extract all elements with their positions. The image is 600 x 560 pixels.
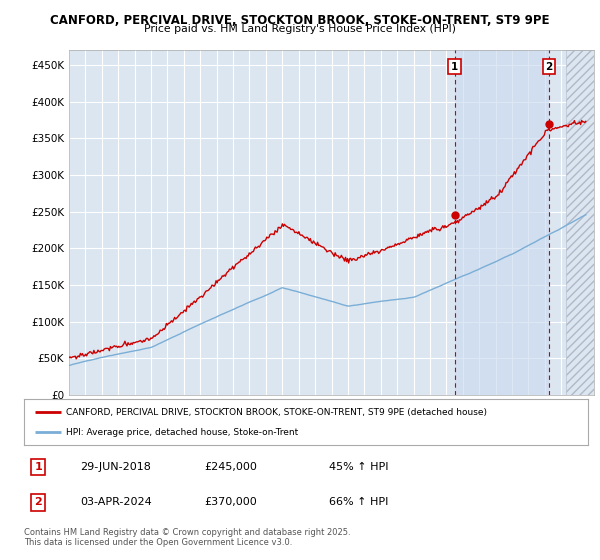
Text: CANFORD, PERCIVAL DRIVE, STOCKTON BROOK, STOKE-ON-TRENT, ST9 9PE: CANFORD, PERCIVAL DRIVE, STOCKTON BROOK,… [50, 14, 550, 27]
Text: Price paid vs. HM Land Registry's House Price Index (HPI): Price paid vs. HM Land Registry's House … [144, 24, 456, 34]
Text: 1: 1 [451, 62, 458, 72]
Text: 1: 1 [34, 462, 42, 472]
Text: £370,000: £370,000 [205, 497, 257, 507]
Text: HPI: Average price, detached house, Stoke-on-Trent: HPI: Average price, detached house, Stok… [66, 428, 299, 437]
Text: 29-JUN-2018: 29-JUN-2018 [80, 462, 151, 472]
Text: 03-APR-2024: 03-APR-2024 [80, 497, 152, 507]
Text: Contains HM Land Registry data © Crown copyright and database right 2025.
This d: Contains HM Land Registry data © Crown c… [24, 528, 350, 547]
Text: CANFORD, PERCIVAL DRIVE, STOCKTON BROOK, STOKE-ON-TRENT, ST9 9PE (detached house: CANFORD, PERCIVAL DRIVE, STOCKTON BROOK,… [66, 408, 487, 417]
Text: £245,000: £245,000 [205, 462, 257, 472]
Bar [455, 50, 549, 395]
Text: 2: 2 [34, 497, 42, 507]
Text: 66% ↑ HPI: 66% ↑ HPI [329, 497, 388, 507]
Text: 45% ↑ HPI: 45% ↑ HPI [329, 462, 388, 472]
Text: 2: 2 [545, 62, 553, 72]
